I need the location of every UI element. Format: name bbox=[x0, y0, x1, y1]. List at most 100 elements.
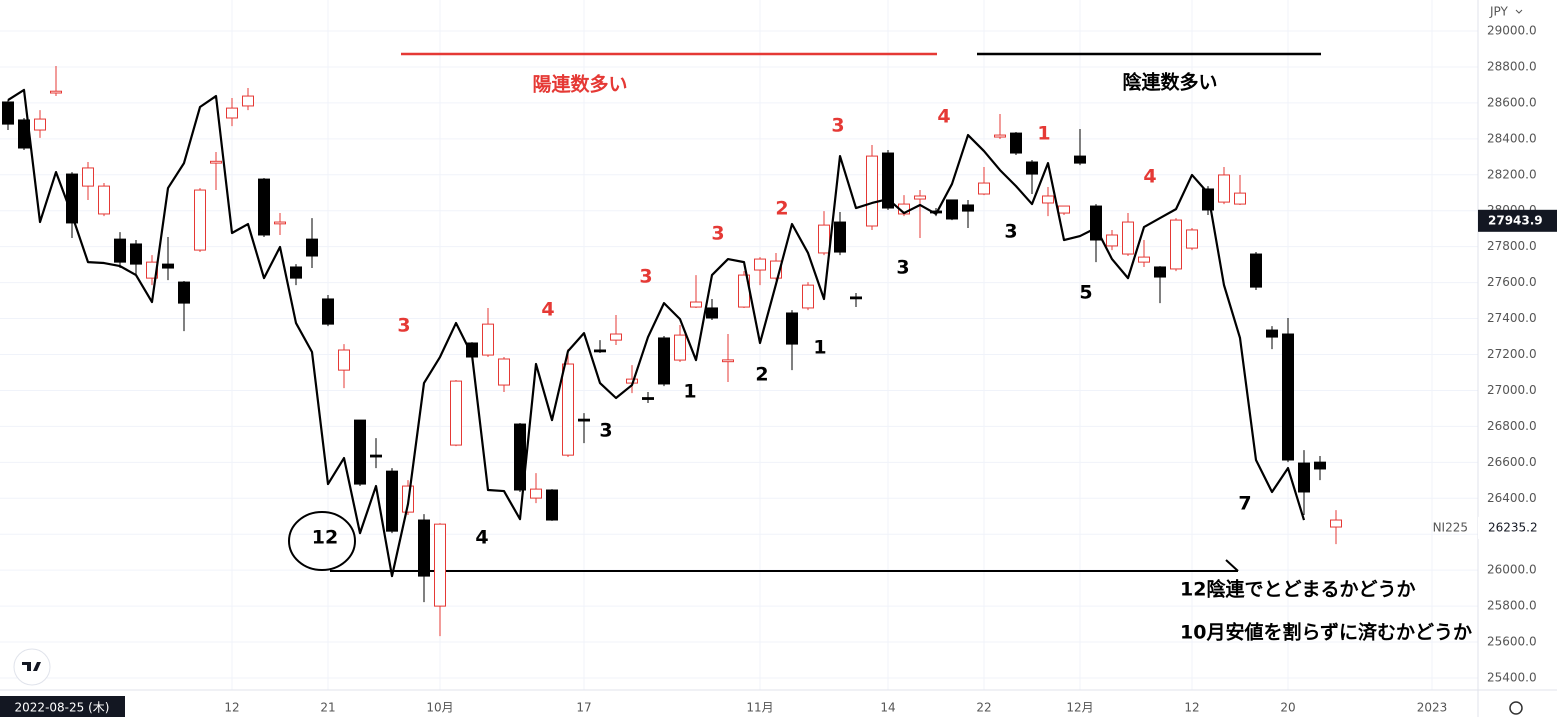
y-tick-label: 26800.0 bbox=[1487, 419, 1537, 433]
y-tick-label: 26000.0 bbox=[1487, 563, 1537, 577]
candle-body bbox=[866, 155, 878, 227]
candle-body bbox=[882, 152, 894, 209]
annotation: 3 bbox=[397, 315, 410, 337]
annotation: 3 bbox=[1004, 221, 1017, 243]
candle-body bbox=[242, 95, 254, 107]
crosshair-box bbox=[0, 696, 125, 717]
candle-body bbox=[1122, 221, 1134, 255]
count-circle bbox=[288, 511, 356, 571]
candle-body bbox=[34, 118, 46, 131]
candle-body bbox=[1042, 195, 1054, 204]
x-tick-label: 20 bbox=[1280, 701, 1295, 715]
settings-icon[interactable] bbox=[1509, 701, 1523, 715]
x-tick-label: 22 bbox=[976, 701, 991, 715]
candle-body bbox=[946, 199, 958, 220]
candle-body bbox=[1010, 132, 1022, 154]
annotation: 2 bbox=[755, 364, 768, 386]
candle-body bbox=[802, 284, 814, 309]
candle-body bbox=[210, 160, 222, 164]
candle-body bbox=[82, 167, 94, 187]
candle-body bbox=[690, 301, 702, 308]
candle-body bbox=[386, 470, 398, 532]
candle-body bbox=[770, 260, 782, 279]
annotation: 4 bbox=[1143, 166, 1156, 188]
annotation: 3 bbox=[896, 257, 909, 279]
annotation: 3 bbox=[711, 223, 724, 245]
x-tick-label: 2023 bbox=[1417, 701, 1448, 715]
y-tick-label: 27200.0 bbox=[1487, 347, 1537, 361]
candle-body bbox=[722, 359, 734, 363]
candle-body bbox=[978, 182, 990, 195]
price-label: 27943.9 bbox=[1488, 213, 1543, 227]
candle-body bbox=[1170, 219, 1182, 270]
candle-body bbox=[98, 185, 110, 215]
annotation: 10月安値を割らずに済むかどうか bbox=[1180, 621, 1472, 644]
x-tick-label: 12 bbox=[1184, 701, 1199, 715]
support-arrow bbox=[1225, 559, 1239, 572]
candle-body bbox=[642, 397, 654, 400]
candle-body bbox=[2, 101, 14, 125]
grid bbox=[0, 0, 1478, 690]
logo[interactable] bbox=[13, 648, 51, 686]
candle-body bbox=[1186, 229, 1198, 249]
currency[interactable]: JPY bbox=[1489, 5, 1509, 19]
candle-body bbox=[1138, 256, 1150, 263]
y-tick-label: 26600.0 bbox=[1487, 455, 1537, 469]
compare-label-box bbox=[1478, 516, 1557, 539]
candle-body bbox=[562, 363, 574, 456]
annotation: 12陰連でとどまるかどうか bbox=[1180, 578, 1415, 601]
annotation: 1 bbox=[683, 381, 696, 403]
x-tick-label: 12 bbox=[224, 701, 239, 715]
candle-body bbox=[578, 418, 590, 422]
currency-chevron[interactable] bbox=[1515, 9, 1523, 14]
candle-body bbox=[1058, 205, 1070, 214]
annotation: 7 bbox=[1238, 493, 1251, 515]
y-tick-label: 25800.0 bbox=[1487, 599, 1537, 613]
annotation: 1 bbox=[1037, 123, 1050, 145]
candle-body bbox=[706, 307, 718, 319]
candle-body bbox=[1234, 192, 1246, 205]
y-tick-label: 27400.0 bbox=[1487, 311, 1537, 325]
candle-body bbox=[50, 90, 62, 94]
candle-body bbox=[658, 337, 670, 385]
candle-body bbox=[1090, 205, 1102, 241]
y-tick-label: 29000.0 bbox=[1487, 24, 1537, 38]
candle-body bbox=[370, 454, 382, 458]
candle-body bbox=[1330, 519, 1342, 528]
candle-body bbox=[306, 238, 318, 257]
candle-body bbox=[1250, 253, 1262, 288]
candle-body bbox=[850, 296, 862, 300]
candle-body bbox=[274, 221, 286, 225]
candle-body bbox=[754, 258, 766, 271]
candle-body bbox=[1314, 461, 1326, 470]
candle-body bbox=[338, 349, 350, 371]
price-label-box bbox=[1478, 209, 1557, 232]
y-tick-label: 25400.0 bbox=[1487, 671, 1537, 685]
annotation: 4 bbox=[475, 527, 488, 549]
y-tick-label: 28400.0 bbox=[1487, 131, 1537, 145]
candle-body bbox=[962, 204, 974, 212]
x-tick-label: 14 bbox=[880, 701, 895, 715]
candle-body bbox=[530, 488, 542, 499]
candle-body bbox=[1074, 155, 1086, 164]
candle-body bbox=[322, 298, 334, 325]
annotation: 陰連数多い bbox=[1122, 71, 1217, 94]
candle-body bbox=[1218, 174, 1230, 203]
candle-body bbox=[178, 281, 190, 304]
x-tick-label: 10月 bbox=[426, 701, 453, 715]
candle-body bbox=[130, 243, 142, 265]
y-tick-label: 27600.0 bbox=[1487, 275, 1537, 289]
y-tick-label: 25600.0 bbox=[1487, 635, 1537, 649]
annotation: 1 bbox=[813, 337, 826, 359]
compare-line bbox=[7, 88, 1306, 578]
plot bbox=[2, 66, 1342, 637]
candle-body bbox=[434, 523, 446, 607]
annotation: 3 bbox=[831, 115, 844, 137]
candle-body bbox=[1298, 462, 1310, 493]
x-tick-label: 11月 bbox=[746, 701, 773, 715]
candle-body bbox=[818, 224, 830, 254]
candle-body bbox=[610, 333, 622, 341]
annotation: 5 bbox=[1079, 282, 1092, 304]
candle-body bbox=[354, 419, 366, 485]
